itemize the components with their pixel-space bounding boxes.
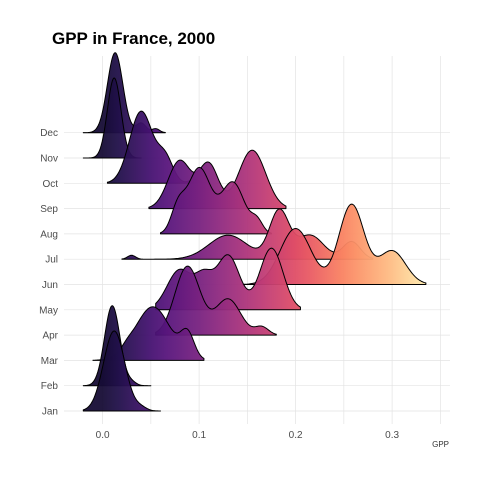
ridge-apr [155,265,277,336]
y-tick-label-oct: Oct [42,179,58,190]
y-tick-label-sep: Sep [40,204,58,215]
y-tick-label-jan: Jan [42,407,58,418]
ridge-aug [160,166,272,235]
y-tick-label-aug: Aug [40,229,58,240]
y-tick-label-may: May [39,305,58,316]
x-axis-labels: 0.0 0.1 0.2 0.3 [96,430,400,441]
y-tick-label-dec: Dec [40,128,58,139]
ridge-dec [82,52,166,134]
y-tick-label-nov: Nov [40,154,58,165]
x-tick-label: 0.1 [192,430,206,441]
y-axis-labels: Jan Feb Mar Apr May Jun Jul Aug Sep Oct Nov Dec [39,128,59,417]
y-tick-label-mar: Mar [41,356,59,367]
ridges [82,52,427,412]
ridge-jan [82,330,161,412]
y-tick-label-jul: Jul [45,255,58,266]
chart-title: GPP in France, 2000 [52,29,215,48]
x-tick-label: 0.2 [289,430,303,441]
y-tick-label-jun: Jun [42,280,58,291]
y-tick-label-feb: Feb [41,381,59,392]
x-tick-label: 0.3 [385,430,399,441]
x-tick-label: 0.0 [96,430,110,441]
x-axis-title: GPP [432,440,449,449]
y-tick-label-apr: Apr [42,331,58,342]
